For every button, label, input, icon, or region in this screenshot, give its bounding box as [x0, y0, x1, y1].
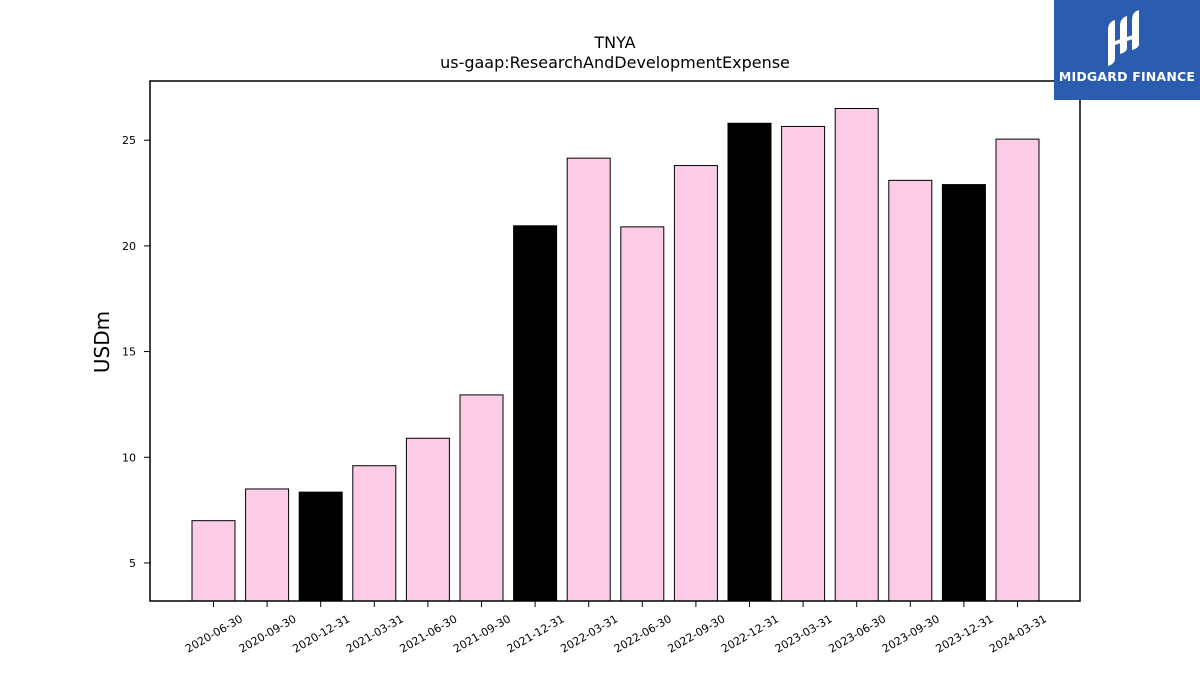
- chart-subtitle: us-gaap:ResearchAndDevelopmentExpense: [440, 53, 790, 72]
- x-tick-label: 2020-09-30: [237, 612, 299, 655]
- x-tick-label: 2021-12-31: [505, 612, 567, 655]
- x-tick-label: 2020-12-31: [290, 612, 352, 655]
- x-tick-label: 2022-03-31: [558, 612, 620, 655]
- bar-2023-06-30: [834, 107, 879, 602]
- y-tick-label: 20: [122, 240, 136, 253]
- bar-2020-12-31: [298, 491, 343, 602]
- y-tick-label: 10: [122, 451, 136, 464]
- bar-2021-09-30: [459, 394, 504, 602]
- bar-2021-03-31: [352, 465, 397, 602]
- bar-2020-06-30: [191, 520, 236, 602]
- bar-2022-09-30: [673, 165, 718, 602]
- chart-title: TNYA: [593, 33, 635, 52]
- x-tick-label: 2023-12-31: [934, 612, 996, 655]
- x-tick-label: 2022-09-30: [666, 612, 728, 655]
- x-tick-label: 2021-06-30: [398, 612, 460, 655]
- logo-mark-icon: [1108, 10, 1139, 66]
- bar-2022-12-31: [727, 122, 772, 602]
- plot-frame: [149, 80, 1081, 602]
- y-axis-label: USDm: [90, 311, 114, 373]
- y-tick-label: 25: [122, 134, 136, 147]
- x-tick-label: 2021-09-30: [451, 612, 513, 655]
- bar-2023-03-31: [781, 125, 826, 602]
- bar-2023-09-30: [888, 179, 933, 602]
- y-tick-label: 15: [122, 346, 136, 359]
- x-tick-label: 2023-06-30: [826, 612, 888, 655]
- x-tick-label: 2023-03-31: [773, 612, 835, 655]
- y-tick-label: 5: [129, 557, 136, 570]
- logo-text: MIDGARD FINANCE: [1058, 69, 1196, 84]
- x-tick-label: 2024-03-31: [987, 612, 1049, 655]
- x-tick-label: 2021-03-31: [344, 612, 406, 655]
- bar-2021-06-30: [405, 437, 450, 602]
- bar-2022-06-30: [620, 226, 665, 602]
- x-axis-ticks: 2020-06-302020-09-302020-12-312021-03-31…: [183, 601, 1049, 656]
- x-tick-label: 2022-12-31: [719, 612, 781, 655]
- x-tick-label: 2022-06-30: [612, 612, 674, 655]
- bars-group: [191, 107, 1040, 602]
- bar-2022-03-31: [566, 157, 611, 602]
- x-tick-label: 2023-09-30: [880, 612, 942, 655]
- bar-2021-12-31: [513, 225, 558, 602]
- bar-2024-03-31: [995, 138, 1040, 602]
- y-axis-ticks: 5 10 15 20 25: [122, 134, 150, 570]
- bar-2020-09-30: [245, 488, 290, 602]
- midgard-finance-logo: MIDGARD FINANCE: [1054, 0, 1200, 100]
- bar-2023-12-31: [941, 184, 986, 602]
- x-tick-label: 2020-06-30: [183, 612, 245, 655]
